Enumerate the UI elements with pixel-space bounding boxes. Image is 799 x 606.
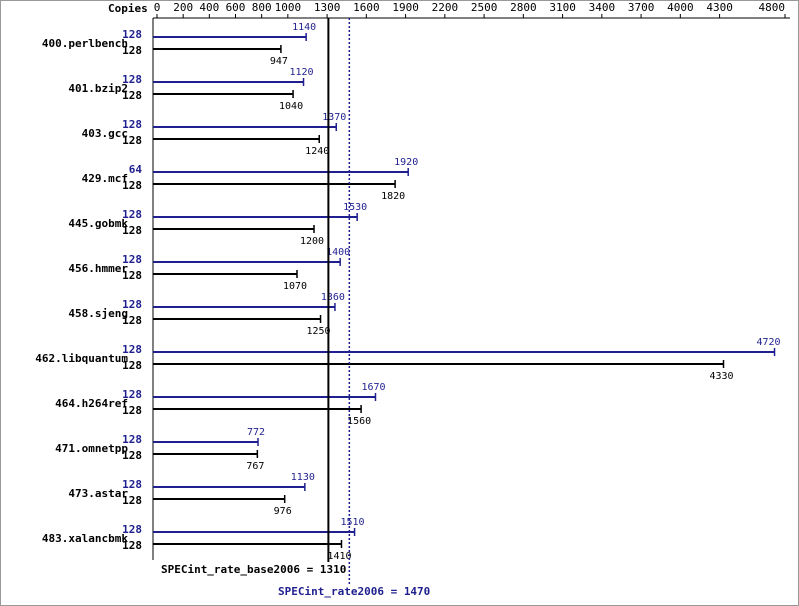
copies-label: 128 [122,433,142,446]
copies-label: 128 [122,73,142,86]
value-label: 1040 [279,101,303,112]
category-label: 458.sjeng [68,307,128,320]
category-label: 429.mcf [82,172,128,185]
x-tick-label: 200 [173,1,193,14]
value-label: 1820 [381,191,405,202]
copies-label: 64 [129,163,143,176]
value-label: 1370 [322,112,346,123]
value-label: 1240 [305,146,329,157]
x-tick-label: 1900 [392,1,419,14]
value-label: 772 [247,427,265,438]
copies-label: 128 [122,388,142,401]
copies-label: 128 [122,298,142,311]
copies-label: 128 [122,539,142,552]
value-label: 1400 [326,247,350,258]
copies-label: 128 [122,118,142,131]
copies-label: 128 [122,478,142,491]
x-tick-label: 1600 [353,1,380,14]
category-label: 471.omnetpp [55,442,128,455]
category-label: 401.bzip2 [68,82,128,95]
copies-label: 128 [122,179,142,192]
x-tick-label: 3400 [589,1,616,14]
x-tick-label: 1300 [314,1,341,14]
x-tick-label: 2800 [510,1,537,14]
x-tick-label: 800 [252,1,272,14]
x-tick-label: 4000 [667,1,694,14]
x-tick-label: 600 [226,1,246,14]
copies-label: 128 [122,44,142,57]
value-label: 1070 [283,281,307,292]
value-label: 1920 [394,157,418,168]
value-label: 1250 [306,326,330,337]
category-label: 445.gobmk [68,217,128,230]
copies-label: 128 [122,224,142,237]
value-label: 1530 [343,202,367,213]
value-label: 1130 [291,472,315,483]
value-label: 947 [270,56,288,67]
category-label: 483.xalancbmk [42,532,128,545]
category-label: 403.gcc [82,127,128,140]
copies-label: 128 [122,28,142,41]
x-axis-label: Copies [108,2,148,15]
x-tick-label: 0 [154,1,161,14]
x-tick-label: 3100 [549,1,576,14]
copies-label: 128 [122,208,142,221]
category-label: 400.perlbench [42,37,128,50]
value-label: 767 [246,461,264,472]
x-tick-label: 3700 [628,1,655,14]
copies-label: 128 [122,359,142,372]
value-label: 1560 [347,416,371,427]
value-label: 4330 [709,371,733,382]
x-tick-label: 4300 [706,1,733,14]
value-label: 1360 [321,292,345,303]
category-label: 462.libquantum [35,352,128,365]
copies-label: 128 [122,494,142,507]
copies-label: 128 [122,314,142,327]
category-label: 464.h264ref [55,397,128,410]
copies-label: 128 [122,404,142,417]
value-label: 1200 [300,236,324,247]
copies-label: 128 [122,89,142,102]
value-label: 4720 [756,337,780,348]
x-tick-label: 2200 [432,1,459,14]
value-label: 1410 [327,551,351,562]
copies-label: 128 [122,523,142,536]
category-label: 473.astar [68,487,128,500]
value-label: 1510 [341,517,365,528]
x-tick-label: 1000 [275,1,302,14]
copies-label: 128 [122,449,142,462]
value-label: 1670 [361,382,385,393]
x-tick-label: 4800 [759,1,786,14]
category-label: 456.hmmer [68,262,128,275]
copies-label: 128 [122,134,142,147]
value-label: 1140 [292,22,316,33]
x-tick-label: 2500 [471,1,498,14]
value-label: 1120 [289,67,313,78]
copies-label: 128 [122,343,142,356]
reference-label: SPECint_rate_base2006 = 1310 [161,563,346,576]
copies-label: 128 [122,269,142,282]
reference-label: SPECint_rate2006 = 1470 [278,585,430,598]
x-tick-label: 400 [199,1,219,14]
value-label: 976 [274,506,292,517]
copies-label: 128 [122,253,142,266]
